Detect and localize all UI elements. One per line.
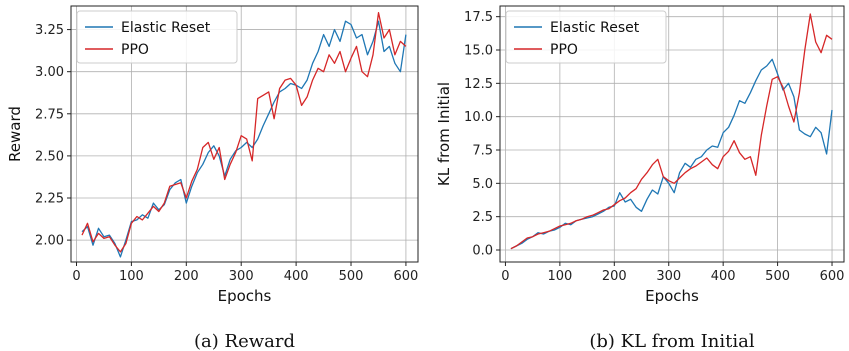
y-tick-label: 10.0 bbox=[464, 110, 493, 125]
series-line-elastic-reset bbox=[510, 58, 833, 250]
x-tick-label: 400 bbox=[284, 269, 309, 284]
kl-chart: 0 100 200 300 400 500 600 0.0 2.5 5.0 7.5 10.0 12.5 1… bbox=[435, 5, 845, 351]
y-tick-label: 17.5 bbox=[464, 10, 493, 25]
plot-frame bbox=[499, 5, 845, 263]
legend-label: Elastic Reset bbox=[121, 20, 211, 36]
legend-label: PPO bbox=[121, 42, 149, 58]
figure-caption: (b) KL from Initial bbox=[589, 331, 754, 351]
x-axis-label: Epochs bbox=[218, 287, 272, 305]
y-tick-label: 0.0 bbox=[472, 244, 493, 259]
x-tick-label: 0 bbox=[501, 269, 509, 284]
y-axis-label: KL from Initial bbox=[435, 82, 453, 186]
y-tick-label: 2.00 bbox=[35, 234, 64, 249]
plot-frame bbox=[70, 5, 419, 263]
x-tick-label: 500 bbox=[339, 269, 364, 284]
y-tick-label: 2.25 bbox=[35, 192, 64, 207]
y-tick-label: 12.5 bbox=[464, 77, 493, 92]
x-tick-label: 300 bbox=[656, 269, 681, 284]
y-tick-label: 15.0 bbox=[464, 44, 493, 59]
legend-label: PPO bbox=[550, 42, 578, 58]
x-axis-label: Epochs bbox=[645, 287, 699, 305]
legend-label: Elastic Reset bbox=[550, 20, 640, 36]
x-tick-label: 600 bbox=[820, 269, 845, 284]
y-tick-label: 3.00 bbox=[35, 65, 64, 80]
y-axis-label: Reward bbox=[6, 106, 24, 162]
legend-box bbox=[76, 10, 238, 64]
x-tick-label: 200 bbox=[602, 269, 627, 284]
x-tick-label: 200 bbox=[174, 269, 199, 284]
figure-caption: (a) Reward bbox=[194, 331, 295, 351]
y-tick-label: 5.0 bbox=[472, 177, 493, 192]
series-line-ppo bbox=[81, 12, 407, 253]
x-tick-label: 0 bbox=[72, 269, 80, 284]
x-tick-label: 100 bbox=[119, 269, 144, 284]
x-tick-label: 300 bbox=[229, 269, 254, 284]
x-tick-label: 400 bbox=[711, 269, 736, 284]
x-tick-label: 100 bbox=[547, 269, 572, 284]
x-tick-label: 500 bbox=[765, 269, 790, 284]
y-tick-label: 2.50 bbox=[35, 149, 64, 164]
reward-chart: 0 100 200 300 400 500 600 2.00 2.25 2.50 2.75 3.00 3… bbox=[6, 5, 419, 351]
series-line-ppo bbox=[510, 13, 833, 250]
x-tick-label: 600 bbox=[394, 269, 419, 284]
y-tick-label: 2.5 bbox=[472, 210, 493, 225]
y-tick-label: 3.25 bbox=[35, 23, 64, 38]
y-tick-label: 7.5 bbox=[472, 144, 493, 159]
legend-box bbox=[505, 10, 667, 64]
series-line-elastic-reset bbox=[81, 20, 407, 258]
y-tick-label: 2.75 bbox=[35, 107, 64, 122]
